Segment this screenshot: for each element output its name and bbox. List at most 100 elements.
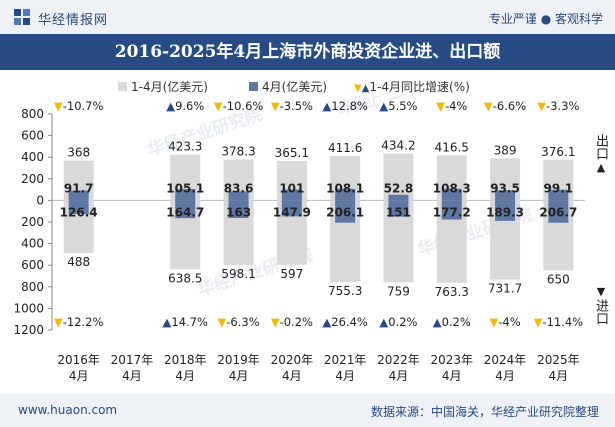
growth-label-export: ▲5.5%: [379, 99, 417, 113]
down-triangle-icon: ▼: [436, 99, 445, 113]
y-tick-label: 200: [21, 172, 44, 186]
growth-value: -0.2%: [280, 315, 313, 329]
data-label-import-monthly: 206.7: [539, 205, 577, 219]
growth-label-export: ▼-6.6%: [484, 99, 526, 113]
chart-plot: 华经产业研究院华经产业研究院华经产业研究院华经产业研究院800600400200…: [13, 96, 585, 383]
growth-value: 0.2%: [442, 315, 471, 329]
legend-up-triangle-icon: ▼: [354, 83, 362, 94]
growth-value: -11.4%: [542, 315, 583, 329]
data-label-export-monthly: 99.1: [544, 181, 574, 195]
bar-import-monthly: [548, 200, 569, 223]
growth-label-export: ▼-10.6%: [214, 99, 264, 113]
y-tick-label: 400: [21, 237, 44, 251]
bar-import-monthly: [335, 200, 356, 223]
footer-website[interactable]: www.huaon.com: [18, 403, 118, 417]
growth-value: 9.6%: [175, 99, 204, 113]
x-tick-label-month: 4月: [175, 369, 195, 383]
data-label-export-monthly: 52.8: [384, 181, 414, 195]
logo-icon: [14, 9, 30, 25]
down-arrow-icon: ▼: [596, 285, 606, 298]
growth-value: -6.3%: [226, 315, 259, 329]
bar-import-monthly: [495, 200, 516, 221]
data-label-import-monthly: 189.3: [486, 205, 524, 219]
header-tagline: 专业严谨 ● 客观科学: [488, 12, 603, 26]
growth-label-export: ▼-10.7%: [54, 99, 104, 113]
y-tick-label: 800: [21, 280, 44, 294]
down-triangle-icon: ▼: [214, 99, 223, 113]
x-tick-label-year: 2021年: [324, 353, 367, 367]
growth-value: -4%: [445, 99, 467, 113]
bar-import-monthly: [281, 200, 302, 217]
growth-value: 26.4%: [331, 315, 368, 329]
growth-value: 5.5%: [388, 99, 417, 113]
growth-value: -10.6%: [223, 99, 264, 113]
title-bar: 2016-2025年4月上海市外商投资企业进、出口额: [0, 34, 615, 70]
data-label-import-cumulative: 488: [67, 255, 90, 269]
bar-export-cumulative: [383, 153, 414, 201]
y-tick-label: 200: [21, 215, 44, 229]
down-triangle-icon: ▼: [54, 315, 63, 329]
up-triangle-icon: ▲: [322, 99, 331, 113]
chart-title: 2016-2025年4月上海市外商投资企业进、出口额: [114, 42, 501, 62]
bar-export-monthly: [175, 189, 196, 201]
data-label-export-cumulative: 423.3: [168, 140, 202, 154]
down-triangle-icon: ▼: [271, 315, 280, 329]
legend-cumulative-label: 1-4月(亿美元): [131, 80, 208, 94]
data-label-export-monthly: 101: [279, 181, 304, 195]
bar-export-monthly: [548, 189, 569, 201]
x-tick-label-year: 2018年: [164, 353, 207, 367]
header-bar: 华经情报网 专业严谨 ● 客观科学: [0, 0, 615, 34]
brand-name[interactable]: 华经情报网: [38, 13, 109, 28]
growth-value: -3.5%: [280, 99, 313, 113]
data-label-export-cumulative: 365.1: [275, 146, 309, 160]
bar-export-monthly: [388, 194, 409, 201]
growth-label-import: ▲26.4%: [322, 315, 367, 329]
data-label-export-cumulative: 368: [67, 146, 90, 160]
legend-monthly: 4月(亿美元): [249, 78, 327, 95]
import-side-label: ▼ 进口: [593, 284, 609, 325]
up-arrow-icon: ▲: [596, 161, 606, 174]
export-side-text: 出口: [593, 134, 608, 160]
data-label-import-monthly: 164.7: [166, 205, 204, 219]
export-side-label: 出口 ▲: [593, 134, 609, 175]
bar-export-monthly: [335, 188, 356, 201]
data-label-export-cumulative: 416.5: [435, 140, 469, 154]
data-label-import-cumulative: 597: [280, 267, 303, 281]
growth-label-import: ▲0.2%: [379, 315, 417, 329]
legend-monthly-label: 4月(亿美元): [262, 80, 327, 94]
up-triangle-icon: ▲: [433, 315, 442, 329]
bar-export-monthly: [495, 190, 516, 201]
growth-label-import: ▼-12.2%: [54, 315, 104, 329]
growth-label-import: ▼-6.3%: [217, 315, 259, 329]
growth-value: -12.2%: [63, 315, 104, 329]
data-label-export-monthly: 105.1: [166, 181, 204, 195]
bar-import-monthly: [175, 200, 196, 219]
data-label-export-cumulative: 411.6: [328, 141, 362, 155]
x-tick-label-month: 4月: [442, 369, 462, 383]
legend-growth-label: 1-4月同比增速(%): [369, 80, 470, 94]
growth-value: 14.7%: [171, 315, 208, 329]
up-triangle-icon: ▲: [322, 315, 331, 329]
data-label-import-monthly: 177.2: [433, 205, 471, 219]
x-tick-label-month: 4月: [335, 369, 355, 383]
data-label-export-cumulative: 389: [494, 143, 517, 157]
growth-label-import: ▼-11.4%: [534, 315, 584, 329]
x-tick-label-year: 2024年: [484, 353, 527, 367]
bar-export-monthly: [441, 188, 462, 201]
chart-legend: 1-4月(亿美元) 4月(亿美元) ▼▲1-4月同比增速(%): [0, 76, 615, 96]
x-tick-label-month: 4月: [282, 369, 302, 383]
data-label-import-cumulative: 759: [387, 284, 410, 298]
legend-swatch-monthly: [249, 82, 258, 91]
x-tick-label-month: 4月: [549, 369, 569, 383]
growth-label-import: ▲0.2%: [433, 315, 471, 329]
growth-label-import: ▼-4%: [489, 315, 520, 329]
x-tick-label-year: 2023年: [430, 353, 473, 367]
data-label-export-cumulative: 434.2: [381, 139, 415, 153]
bar-import-monthly: [388, 200, 409, 217]
legend-swatch-cumulative: [118, 82, 127, 91]
x-tick-label-year: 2025年: [537, 353, 580, 367]
down-triangle-icon: ▼: [54, 99, 63, 113]
y-tick-label: 1000: [13, 301, 44, 315]
data-label-import-monthly: 151: [386, 205, 411, 219]
footer-bar: www.huaon.com 数据来源：中国海关，华经产业研究院整理: [0, 394, 615, 427]
